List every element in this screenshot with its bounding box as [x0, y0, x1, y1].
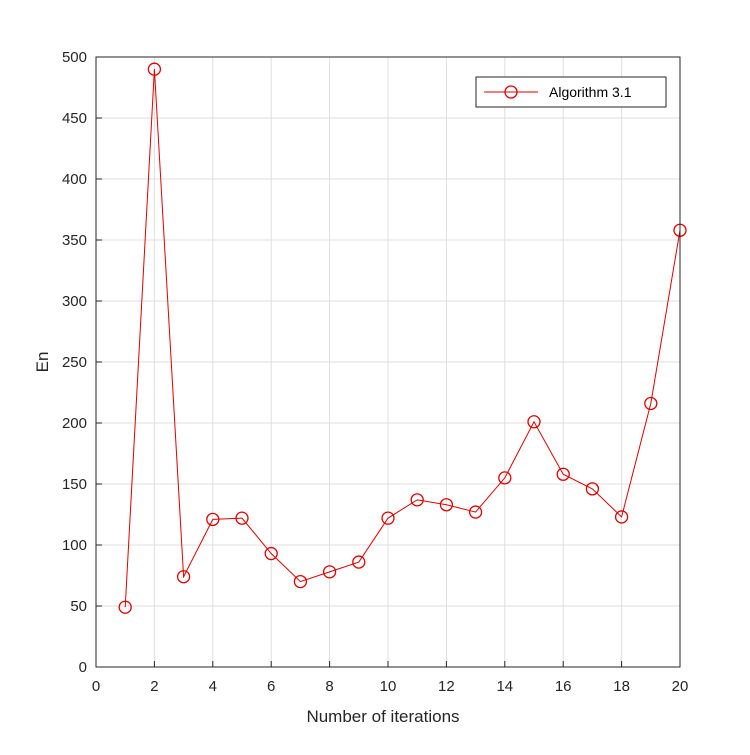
data-point — [498, 471, 512, 485]
y-axis-label: En — [33, 352, 52, 373]
x-tick-label: 8 — [325, 678, 333, 695]
x-tick-label: 20 — [672, 678, 689, 695]
x-tick-label: 18 — [613, 678, 630, 695]
data-point — [206, 512, 220, 527]
data-point — [468, 505, 483, 519]
ticks: 0 2 4 6 8 10 12 14 16 18 2005010015020025030035040… — [62, 49, 688, 695]
data-point — [556, 467, 570, 481]
x-tick-label: 14 — [496, 678, 513, 695]
legend-marker — [504, 85, 518, 99]
legend-label: Algorithm 3.1 — [549, 84, 632, 100]
y-tick-label: 450 — [62, 110, 87, 127]
data-point — [322, 565, 337, 579]
data-point — [381, 511, 395, 525]
y-tick-label: 500 — [62, 49, 87, 66]
x-tick-label: 6 — [267, 678, 275, 695]
y-tick-label: 100 — [62, 537, 87, 554]
x-tick-label: 2 — [150, 678, 158, 695]
x-tick-label: 0 — [92, 678, 100, 695]
x-tick-label: 4 — [209, 678, 217, 695]
x-tick-label: 12 — [438, 678, 455, 695]
y-tick-label: 150 — [62, 476, 87, 493]
data-point — [439, 498, 454, 512]
y-tick-label: 250 — [62, 354, 87, 371]
y-tick-label: 0 — [79, 659, 87, 676]
y-tick-label: 350 — [62, 232, 87, 249]
y-tick-label: 300 — [62, 293, 87, 310]
x-axis-label: Number of iterations — [306, 707, 459, 726]
data-point — [644, 396, 658, 411]
legend: Algorithm 3.1 — [475, 76, 667, 108]
data-point — [235, 511, 249, 525]
y-tick-label: 200 — [62, 415, 87, 432]
data-point — [585, 482, 600, 496]
data-point — [147, 62, 162, 76]
data-point — [410, 493, 424, 507]
x-tick-label: 10 — [380, 678, 397, 695]
data-point — [352, 555, 366, 569]
data-point — [176, 570, 191, 584]
x-tick-label: 16 — [555, 678, 572, 695]
data-point — [118, 600, 132, 614]
data-point — [614, 510, 629, 524]
data-point — [527, 415, 541, 429]
grid — [96, 57, 680, 667]
series-layer — [118, 62, 687, 614]
y-tick-label: 400 — [62, 171, 87, 188]
data-point — [293, 574, 308, 589]
data-point — [264, 546, 278, 561]
y-tick-label: 50 — [70, 598, 87, 615]
